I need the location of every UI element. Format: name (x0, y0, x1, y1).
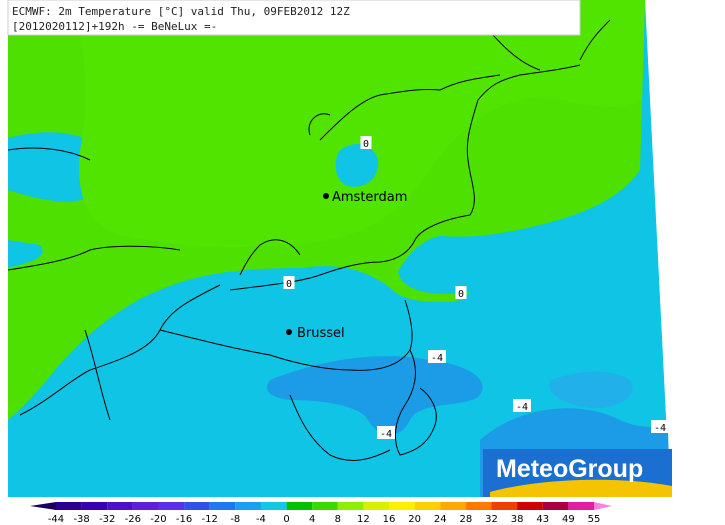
city-dot (286, 329, 292, 335)
colorbar-segment (465, 502, 492, 510)
colorbar-arrow (594, 502, 612, 510)
logo-text: MeteoGroup (496, 455, 643, 483)
city-label: Amsterdam (332, 190, 407, 205)
contour-label: 0 (363, 139, 369, 150)
colorbar-tick-label: 28 (460, 514, 473, 525)
colorbar-tick-label: 24 (434, 514, 447, 525)
colorbar-segment (312, 502, 338, 510)
colorbar-segment (81, 502, 108, 510)
colorbar-tick-label: 8 (335, 514, 341, 525)
contour-label-box (360, 136, 372, 149)
colorbar-arrow (30, 502, 56, 510)
map-cold-patch (266, 356, 483, 435)
colorbar-tick-label: 55 (588, 514, 601, 525)
contour-label: 0 (286, 279, 292, 290)
colorbar-segment (56, 502, 82, 510)
logo-swoosh (490, 479, 672, 497)
city-label: Brussel (297, 326, 345, 341)
colorbar-tick-label: -12 (202, 514, 218, 525)
colorbar-segment (132, 502, 159, 510)
header-line: [2012020112]+192h -= BeNeLux =- (12, 20, 217, 33)
colorbar-tick-label: 16 (383, 514, 396, 525)
contour-label-box (428, 350, 446, 363)
colorbar-tick-label: 12 (357, 514, 370, 525)
colorbar-segment (542, 502, 569, 510)
colorbar-segment (260, 502, 287, 510)
map-cool-patch (549, 371, 633, 409)
contour-label-box (377, 426, 395, 439)
colorbar-segment (286, 502, 313, 510)
colorbar-tick-label: 32 (485, 514, 498, 525)
header-box (7, 0, 581, 36)
colorbar-segment (107, 502, 133, 510)
colorbar-segment (363, 502, 390, 510)
colorbar-segment (158, 502, 185, 510)
colorbar-segment (491, 502, 518, 510)
contour-label-box (455, 286, 467, 299)
colorbar-tick-label: -20 (150, 514, 166, 525)
colorbar-tick-label: -44 (48, 514, 64, 525)
colorbar-tick-label: 4 (309, 514, 315, 525)
colorbar-segment (184, 502, 210, 510)
contour-label: -4 (654, 423, 666, 434)
map-lake (335, 144, 379, 187)
colorbar-tick-label: 0 (283, 514, 289, 525)
contour-label: -4 (516, 402, 528, 413)
colorbar-segment (517, 502, 543, 510)
contour-label-box (651, 420, 669, 433)
colorbar-tick-label: -4 (256, 514, 266, 525)
contour-label: -4 (431, 353, 443, 364)
borders (7, 9, 611, 461)
contour-label: -4 (380, 429, 392, 440)
colorbar-tick-label: 20 (408, 514, 421, 525)
colorbar-segment (568, 502, 594, 510)
header-line: ECMWF: 2m Temperature [°C] valid Thu, 09… (12, 5, 350, 18)
colorbar-segment (414, 502, 441, 510)
colorbar-segment (337, 502, 364, 510)
colorbar-segment (209, 502, 236, 510)
contour-label: 0 (458, 289, 464, 300)
city-dot (323, 193, 329, 199)
contour-label-box (283, 276, 295, 289)
colorbar-tick-label: -8 (230, 514, 240, 525)
colorbar-segment (235, 502, 261, 510)
map-mild-area (75, 0, 645, 247)
colorbar-segment (389, 502, 415, 510)
colorbar-tick-label: -26 (125, 514, 141, 525)
colorbar-segment (440, 502, 466, 510)
colorbar-tick-label: -32 (99, 514, 115, 525)
colorbar-tick-label: 38 (511, 514, 524, 525)
colorbar-tick-label: 43 (536, 514, 549, 525)
colorbar-tick-label: 49 (562, 514, 575, 525)
colorbar-tick-label: -38 (73, 514, 89, 525)
colorbar-tick-label: -16 (176, 514, 192, 525)
contour-label-box (513, 399, 531, 412)
